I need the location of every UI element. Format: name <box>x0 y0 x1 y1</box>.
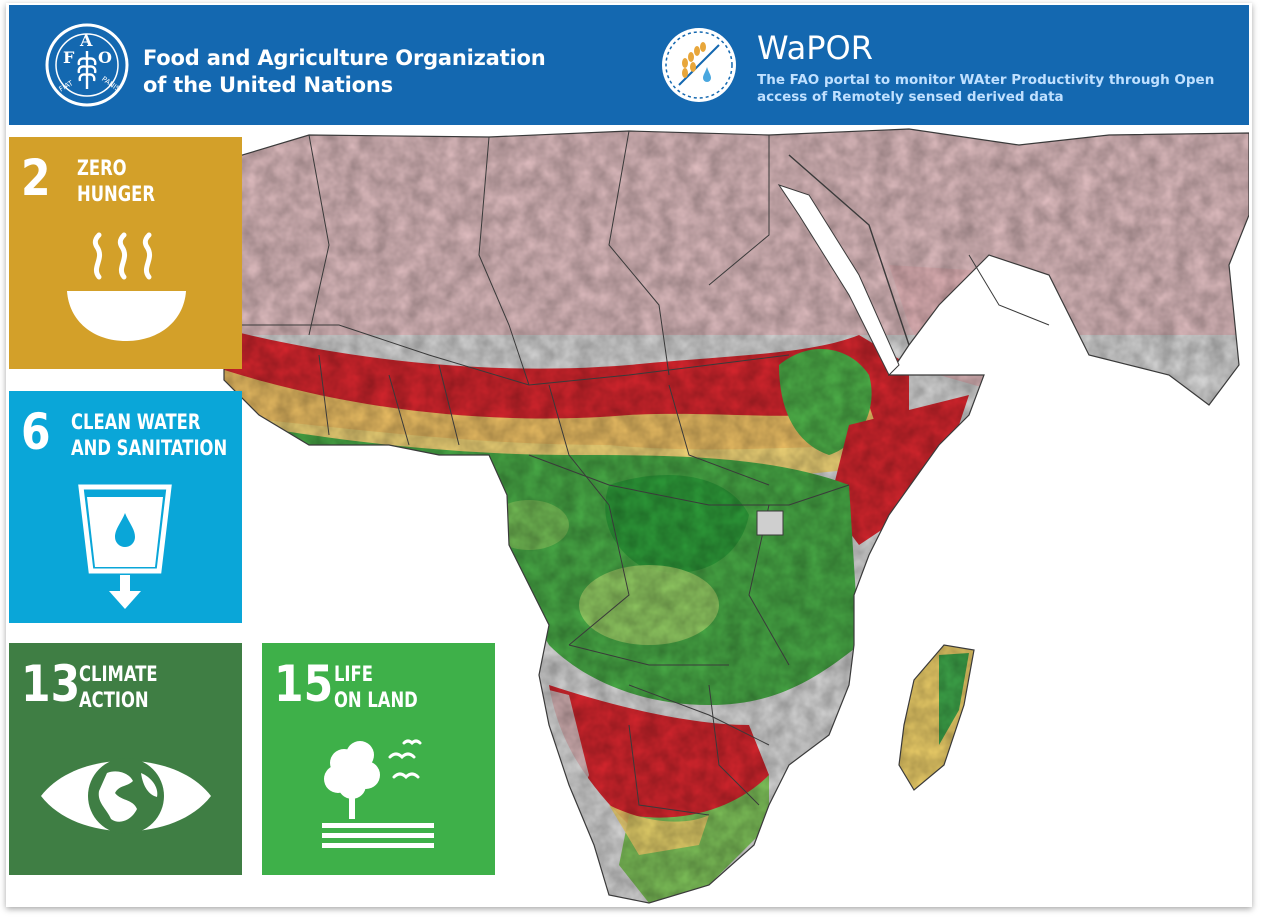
svg-text:F: F <box>63 48 75 67</box>
svg-text:A: A <box>79 31 93 50</box>
lake-victoria <box>756 510 784 536</box>
red-sea <box>777 184 900 376</box>
sdg-title-line1: ZERO <box>77 156 127 180</box>
sdg-number: 6 <box>21 403 51 461</box>
sdg-title: CLEAN WATER AND SANITATION <box>71 409 227 461</box>
sdg-number: 13 <box>21 655 81 713</box>
sdg-tile-climate-action: 13 CLIMATE ACTION <box>9 643 242 875</box>
sdg-title: LIFE ON LAND <box>334 661 418 713</box>
sdg-tile-clean-water: 6 CLEAN WATER AND SANITATION <box>9 391 242 623</box>
country-borders <box>239 130 1050 816</box>
sdg-number: 15 <box>274 655 334 713</box>
sdg-title-line1: CLEAN WATER <box>71 410 201 434</box>
sdg-title: CLIMATE ACTION <box>79 661 158 713</box>
portal-title: WaPOR <box>757 29 873 67</box>
sdg-number: 2 <box>21 149 51 207</box>
water-glass-icon <box>78 484 172 609</box>
sdg-title-line1: LIFE <box>334 662 373 686</box>
sdg-tile-zero-hunger: 2 ZERO HUNGER <box>9 137 242 369</box>
org-name-line2: of the United Nations <box>143 73 393 97</box>
header-banner: F A O FIAT PANIS Food and Agriculture Or… <box>9 5 1249 125</box>
sdg-title-line2: HUNGER <box>77 182 155 206</box>
sdg-title-line2: ON LAND <box>334 688 418 712</box>
org-name: Food and Agriculture Organization of the… <box>143 45 546 99</box>
org-name-line1: Food and Agriculture Organization <box>143 46 546 70</box>
sdg-title-line1: CLIMATE <box>79 662 158 686</box>
svg-text:O: O <box>98 48 112 67</box>
eye-globe-icon <box>41 758 211 834</box>
infographic-frame: F A O FIAT PANIS Food and Agriculture Or… <box>6 3 1252 907</box>
sdg-title: ZERO HUNGER <box>77 155 155 207</box>
tree-birds-icon <box>322 739 434 848</box>
sdg-title-line2: AND SANITATION <box>71 436 228 460</box>
sdg-title-line2: ACTION <box>79 688 149 712</box>
soup-bowl-icon <box>67 232 186 341</box>
portal-subtitle-line2: access of Remotely sensed derived data <box>757 89 1064 105</box>
portal-subtitle: The FAO portal to monitor WAter Producti… <box>757 72 1237 106</box>
sdg-tile-life-on-land: 15 LIFE ON LAND <box>262 643 495 875</box>
wapor-logo-icon <box>662 28 736 102</box>
portal-subtitle-line1: The FAO portal to monitor WAter Producti… <box>757 72 1215 88</box>
fao-logo-icon: F A O FIAT PANIS <box>45 23 129 107</box>
